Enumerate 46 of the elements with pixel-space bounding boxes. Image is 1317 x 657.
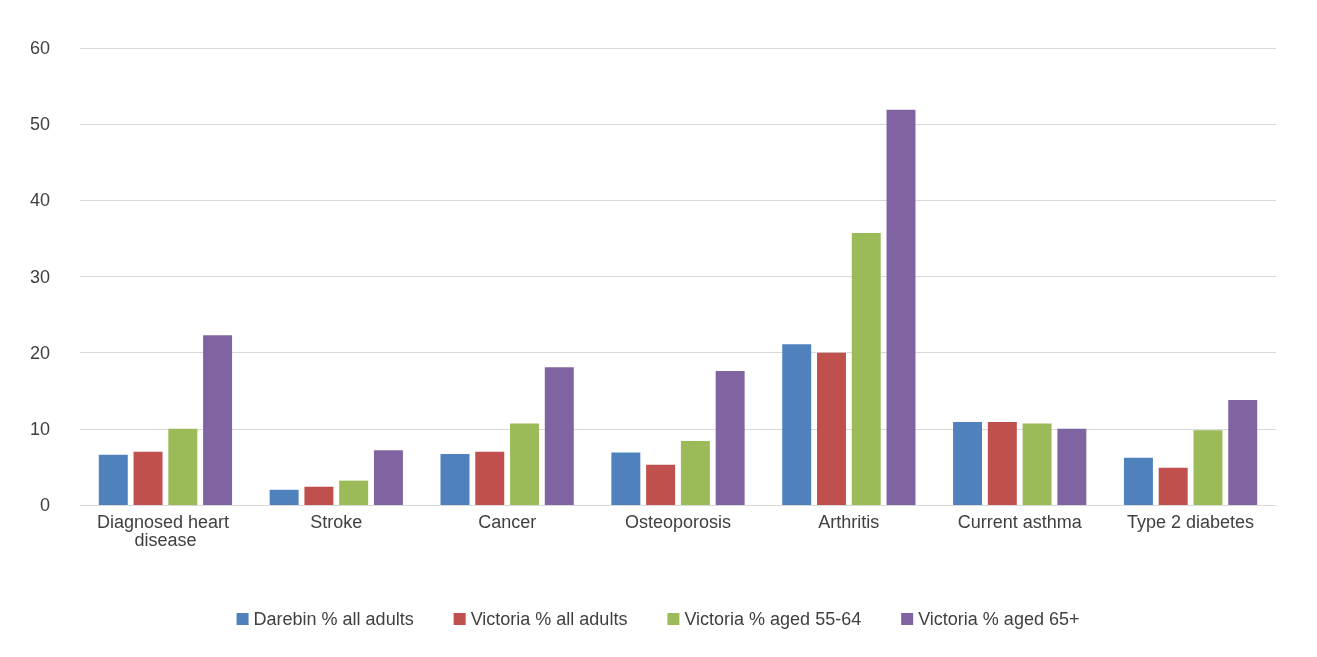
x-tick-label: Arthritis bbox=[818, 512, 880, 532]
y-tick-label: 10 bbox=[29, 418, 50, 439]
bar bbox=[373, 450, 403, 505]
y-tick-label: 50 bbox=[29, 114, 50, 135]
y-tick-label: 40 bbox=[29, 190, 50, 211]
bar bbox=[715, 370, 745, 505]
bar bbox=[987, 421, 1017, 505]
x-tick-label: Cancer bbox=[478, 512, 537, 532]
bar bbox=[1228, 399, 1258, 505]
bar bbox=[544, 367, 574, 505]
bar bbox=[203, 335, 233, 505]
bar bbox=[1123, 457, 1153, 505]
y-tick-label: 60 bbox=[29, 38, 50, 58]
legend-label: Victoria % aged 65+ bbox=[918, 609, 1080, 629]
bar bbox=[1022, 423, 1052, 505]
bar bbox=[611, 452, 641, 505]
bar bbox=[851, 233, 881, 505]
y-tick-label: 0 bbox=[39, 495, 50, 515]
bar bbox=[98, 454, 128, 505]
bar bbox=[168, 428, 198, 505]
y-tick-label: 20 bbox=[29, 342, 50, 363]
bar bbox=[646, 464, 676, 505]
legend-label: Victoria % all adults bbox=[470, 609, 628, 629]
x-tick-label: Diagnosed heart disease bbox=[96, 512, 234, 550]
bar bbox=[510, 423, 540, 505]
bar bbox=[475, 451, 505, 505]
bar bbox=[269, 489, 299, 505]
bar bbox=[886, 109, 916, 505]
x-tick-label: Current asthma bbox=[957, 512, 1083, 532]
bar bbox=[816, 352, 846, 505]
bar bbox=[1057, 428, 1087, 505]
bar bbox=[440, 453, 470, 505]
bar bbox=[953, 421, 983, 505]
y-tick-label: 30 bbox=[29, 266, 50, 287]
bar bbox=[304, 486, 334, 505]
x-tick-label: Stroke bbox=[310, 512, 363, 532]
legend-label: Darebin % all adults bbox=[253, 609, 414, 629]
x-tick-label: Osteoporosis bbox=[624, 512, 732, 532]
bar bbox=[1158, 467, 1188, 505]
legend-label: Victoria % aged 55-64 bbox=[684, 609, 862, 629]
bar bbox=[339, 480, 369, 505]
bar bbox=[680, 441, 710, 505]
bar bbox=[782, 344, 812, 505]
x-tick-label: Type 2 diabetes bbox=[1127, 512, 1255, 532]
bar bbox=[1193, 430, 1223, 505]
bar bbox=[133, 451, 163, 505]
